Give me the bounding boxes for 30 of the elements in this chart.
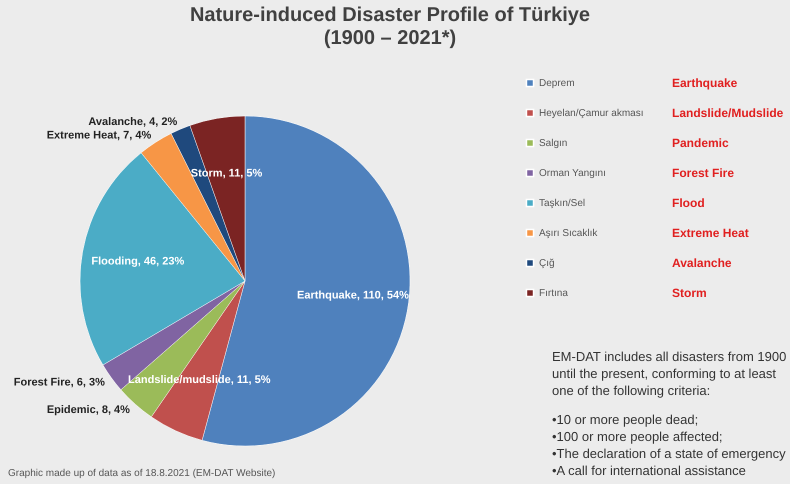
text: •The declaration of a state of emergency xyxy=(552,445,787,462)
chart-subtitle: (1900 – 2021*) xyxy=(324,27,456,49)
text: Avalanche xyxy=(672,256,732,270)
legend-label: Aşırı Sıcaklık xyxy=(539,228,598,239)
text: •A call for international assistance xyxy=(552,462,747,479)
legend-label: Salgın xyxy=(539,138,568,149)
text: Landslide/Mudslide xyxy=(672,106,784,120)
text: Pandemic xyxy=(672,136,729,150)
legend-label: Taşkın/Sel xyxy=(539,198,586,209)
data-label: Forest Fire, 6, 3% xyxy=(14,376,106,388)
text: Extreme Heat xyxy=(672,226,749,240)
legend-label: Heyelan/Çamur akması xyxy=(539,108,644,119)
legend-label: Fırtına xyxy=(539,288,568,299)
legend-label: Deprem xyxy=(539,78,575,89)
text: Graphic made up of data as of 18.8.2021 (EM-DAT Website) xyxy=(8,468,276,479)
legend-label: Orman Yangını xyxy=(539,168,606,179)
text: Earthquake xyxy=(672,76,738,90)
data-label: Flooding, 46, 23% xyxy=(91,256,184,268)
text: Flood xyxy=(672,196,705,210)
text: EM-DAT includes all disasters from 1900 until the present, conforming to at least one of the following criteria: xyxy=(552,348,788,399)
data-label: Extreme Heat, 7, 4% xyxy=(46,130,152,142)
data-label: Avalanche, 4, 2% xyxy=(88,116,178,128)
data-label: Epidemic, 8, 4% xyxy=(46,404,130,416)
legend-label: Çığ xyxy=(539,258,555,269)
chart-title: Nature-induced Disaster Profile of Türkiye xyxy=(190,4,590,26)
text: Storm xyxy=(672,286,707,300)
text: •10 or more people dead; xyxy=(552,411,700,428)
text: Forest Fire xyxy=(672,166,734,180)
data-label: Earthquake, 110, 54% xyxy=(297,289,410,302)
text: •100 or more people affected; xyxy=(552,428,724,445)
